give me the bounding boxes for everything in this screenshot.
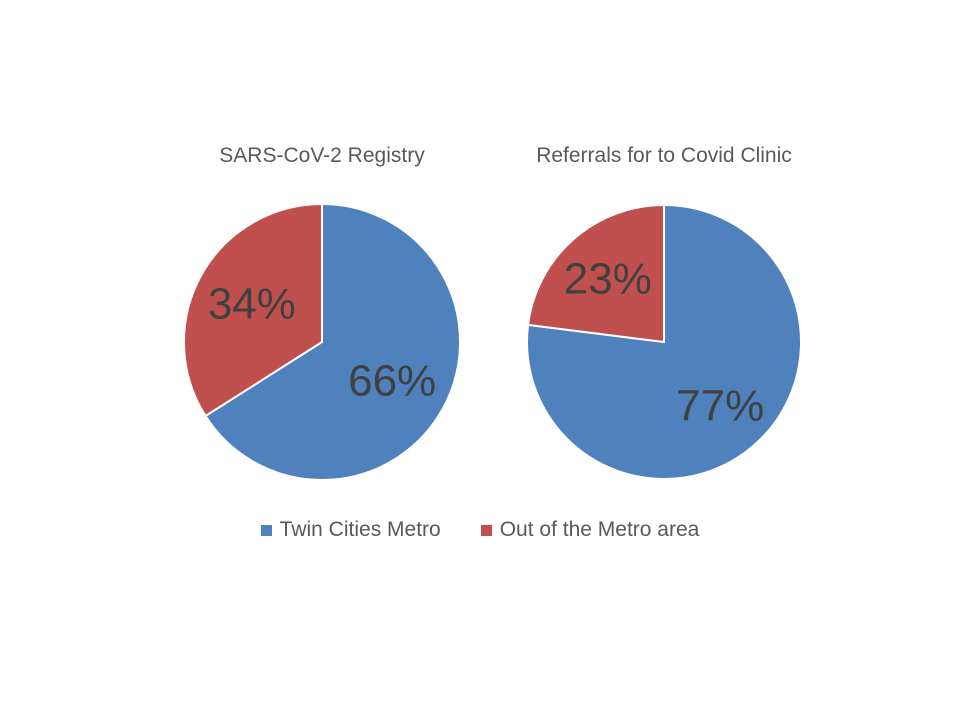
pie-chart-referrals: Referrals for to Covid Clinic 77% 23% — [526, 144, 802, 480]
chart-title-referrals: Referrals for to Covid Clinic — [536, 144, 792, 167]
data-label-registry-out-of-the-metro-area: 34% — [208, 279, 296, 328]
data-label-referrals-out-of-the-metro-area: 23% — [564, 254, 652, 303]
pie-slice-registry-twin-cities-metro — [204, 202, 461, 481]
legend-item-twin-cities-metro: Twin Cities Metro — [260, 518, 441, 542]
legend-swatch-out-of-metro — [480, 524, 492, 536]
pie-chart-registry: SARS-CoV-2 Registry 66% 34% — [183, 144, 461, 481]
legend-swatch-twin-cities-metro — [260, 524, 272, 536]
chart-title-registry: SARS-CoV-2 Registry — [219, 144, 425, 167]
data-label-registry-twin-cities-metro: 66% — [348, 357, 436, 406]
pie-slice-referrals-out-of-the-metro-area — [526, 203, 665, 344]
legend: Twin Cities Metro Out of the Metro area — [0, 518, 960, 542]
legend-label-out-of-metro: Out of the Metro area — [499, 518, 700, 541]
legend-item-out-of-metro: Out of the Metro area — [480, 518, 700, 542]
legend-label-twin-cities-metro: Twin Cities Metro — [279, 518, 441, 541]
pie-slice-registry-out-of-the-metro-area — [183, 202, 323, 418]
data-label-referrals-twin-cities-metro: 77% — [676, 382, 764, 431]
